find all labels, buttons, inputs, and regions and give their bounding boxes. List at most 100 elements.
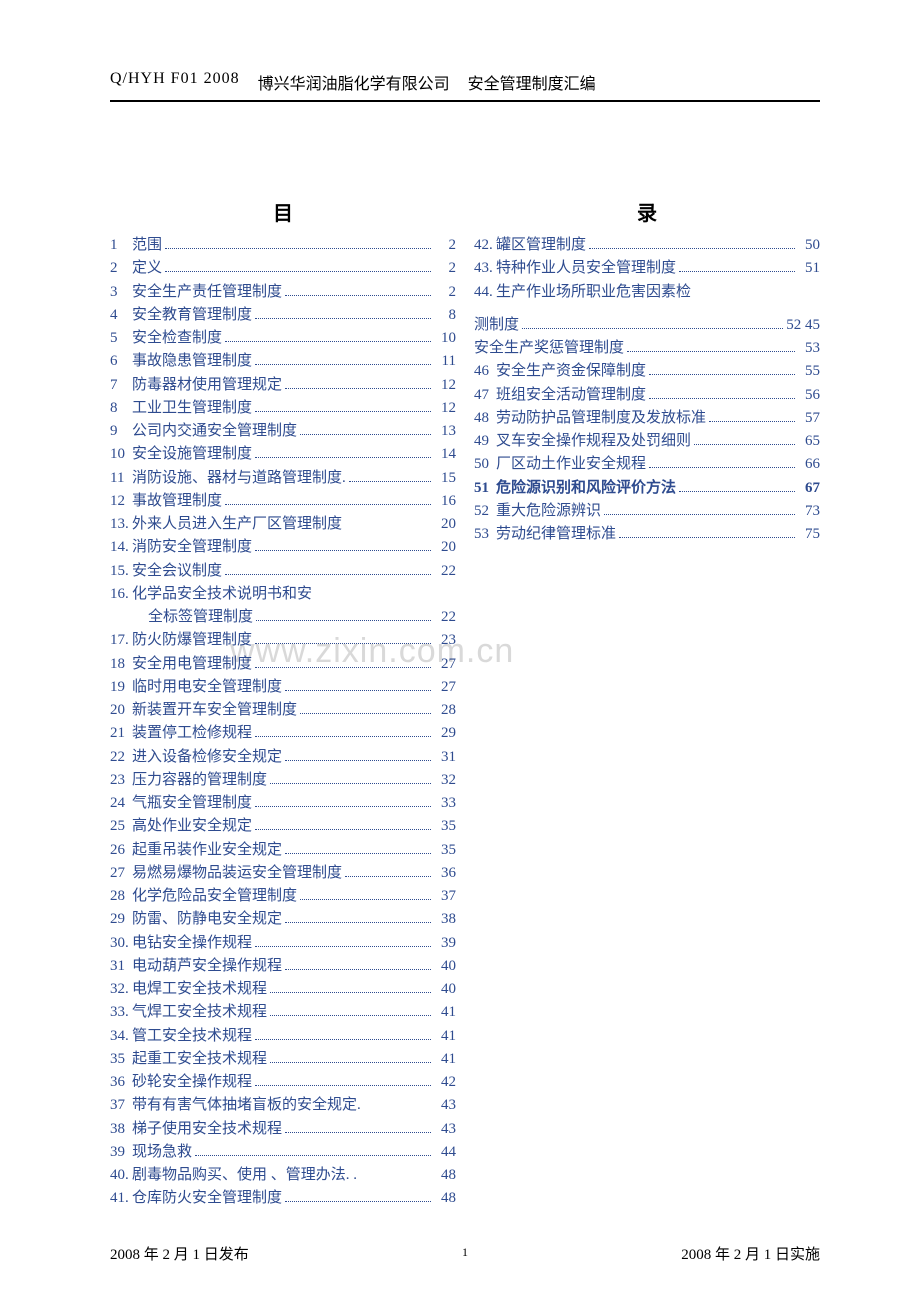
toc-entry[interactable]: 30.电钻安全操作规程39 — [110, 932, 456, 955]
toc-entry[interactable]: 2定义2 — [110, 257, 456, 280]
toc-entry[interactable]: 17. 防火防爆管理制度23 — [110, 629, 456, 652]
toc-entry[interactable]: 12事故管理制度16 — [110, 490, 456, 513]
toc-entry-page: 53 — [798, 337, 820, 360]
toc-leader-dots — [649, 374, 795, 375]
toc-entry[interactable]: 23压力容器的管理制度32 — [110, 769, 456, 792]
toc-leader-dots — [255, 318, 431, 319]
toc-entry[interactable]: 38梯子使用安全技术规程43 — [110, 1118, 456, 1141]
toc-entry-page: 40 — [434, 978, 456, 1001]
toc-entry[interactable]: 16.化学品安全技术说明书和安 — [110, 583, 456, 606]
toc-entry[interactable]: 5安全检查制度10 — [110, 327, 456, 350]
toc-entry-page: 41 — [434, 1025, 456, 1048]
toc-entry[interactable]: 22进入设备检修安全规定31 — [110, 746, 456, 769]
toc-entry[interactable]: 24气瓶安全管理制度33 — [110, 792, 456, 815]
toc-entry[interactable]: 39现场急救44 — [110, 1141, 456, 1164]
toc-leader-dots — [255, 1085, 431, 1086]
toc-entry-number: 43. — [474, 257, 496, 280]
toc-entry[interactable]: 40. 剧毒物品购买、使用 、管理办法. .48 — [110, 1164, 456, 1187]
toc-entry[interactable]: 26起重吊装作业安全规定35 — [110, 839, 456, 862]
toc-entry[interactable]: 37带有有害气体抽堵盲板的安全规定.43 — [110, 1094, 456, 1117]
toc-entry[interactable]: 42.罐区管理制度50 — [474, 234, 820, 257]
toc-entry[interactable]: 50厂区动土作业安全规程66 — [474, 453, 820, 476]
toc-entry[interactable]: 1范围2 — [110, 234, 456, 257]
toc-entry[interactable]: 20新装置开车安全管理制度28 — [110, 699, 456, 722]
toc-entry-title: 消防安全管理制度 — [132, 536, 252, 559]
header-code: Q/HYH F01 2008 — [110, 70, 240, 94]
toc-entry[interactable]: 34.管工安全技术规程41 — [110, 1025, 456, 1048]
toc-entry-title: 全标签管理制度 — [148, 606, 253, 629]
toc-entry-title: 梯子使用安全技术规程 — [132, 1118, 282, 1141]
toc-entry[interactable]: 安全生产奖惩管理制度53 — [474, 337, 820, 360]
toc-entry[interactable]: 3安全生产责任管理制度2 — [110, 281, 456, 304]
toc-entry-number: 40. — [110, 1164, 132, 1187]
toc-entry[interactable]: 测制度52 45 — [474, 314, 820, 337]
toc-entry[interactable]: 49叉车安全操作规程及处罚细则65 — [474, 430, 820, 453]
toc-entry-page: 33 — [434, 792, 456, 815]
toc-leader-dots — [300, 434, 431, 435]
toc-entry[interactable]: 10安全设施管理制度14 — [110, 443, 456, 466]
toc-entry[interactable]: 28化学危险品安全管理制度37 — [110, 885, 456, 908]
toc-entry[interactable]: 32.电焊工安全技术规程40 — [110, 978, 456, 1001]
toc-leader-dots — [255, 411, 431, 412]
toc-entry-title: 危险源识别和风险评价方法 — [496, 477, 676, 500]
toc-entry-page: 27 — [434, 676, 456, 699]
toc-entry[interactable]: 36砂轮安全操作规程42 — [110, 1071, 456, 1094]
toc-entry[interactable]: 15.安全会议制度22 — [110, 560, 456, 583]
toc-entry[interactable]: 11消防设施、器材与道路管理制度.15 — [110, 467, 456, 490]
toc-entry-number: 21 — [110, 722, 132, 745]
toc-leader-dots — [694, 444, 795, 445]
toc-entry-number: 14. — [110, 536, 132, 559]
toc-entry-page: 23 — [434, 629, 456, 652]
toc-entry[interactable]: 18安全用电管理制度27 — [110, 653, 456, 676]
toc-entry[interactable]: 21装置停工检修规程29 — [110, 722, 456, 745]
toc-entry-page: 36 — [434, 862, 456, 885]
toc-entry[interactable]: 44.生产作业场所职业危害因素检 — [474, 281, 820, 304]
toc-entry[interactable]: 31电动葫芦安全操作规程40 — [110, 955, 456, 978]
toc-entry[interactable]: 43.特种作业人员安全管理制度51 — [474, 257, 820, 280]
toc-entry[interactable]: 9公司内交通安全管理制度13 — [110, 420, 456, 443]
toc-entry[interactable]: 8工业卫生管理制度12 — [110, 397, 456, 420]
toc-entry[interactable]: 53劳动纪律管理标准75 — [474, 523, 820, 546]
toc-entry[interactable]: 35起重工安全技术规程41 — [110, 1048, 456, 1071]
toc-entry-page: 2 — [434, 257, 456, 280]
toc-entry[interactable]: 51危险源识别和风险评价方法67 — [474, 477, 820, 500]
toc-leader-dots — [300, 713, 431, 714]
toc-right-list: 42.罐区管理制度5043.特种作业人员安全管理制度5144.生产作业场所职业危… — [474, 234, 820, 546]
toc-entry[interactable]: 7防毒器材使用管理规定12 — [110, 374, 456, 397]
toc-entry[interactable]: 41.仓库防火安全管理制度48 — [110, 1187, 456, 1210]
toc-entry-page: 42 — [434, 1071, 456, 1094]
toc-entry[interactable]: 13. 外来人员进入生产厂区管理制度20 — [110, 513, 456, 536]
toc-entry[interactable]: 33.气焊工安全技术规程41 — [110, 1001, 456, 1024]
toc-entry-title: 新装置开车安全管理制度 — [132, 699, 297, 722]
toc-entry-title: 班组安全活动管理制度 — [496, 384, 646, 407]
toc-entry[interactable]: 6事故隐患管理制度11 — [110, 350, 456, 373]
toc-leader-dots — [255, 1039, 431, 1040]
toc-entry-number: 11 — [110, 467, 132, 490]
toc-entry-title: 生产作业场所职业危害因素检 — [496, 281, 691, 304]
toc-entry-number: 50 — [474, 453, 496, 476]
toc-entry-page: 67 — [798, 477, 820, 500]
toc-entry-title: 砂轮安全操作规程 — [132, 1071, 252, 1094]
toc-leader-dots — [285, 1132, 431, 1133]
toc-entry[interactable]: 52重大危险源辨识73 — [474, 500, 820, 523]
toc-entry[interactable]: 48劳动防护品管理制度及发放标准57 — [474, 407, 820, 430]
toc-entry-page: 29 — [434, 722, 456, 745]
toc-entry[interactable]: 27易燃易爆物品装运安全管理制度36 — [110, 862, 456, 885]
toc-leader-dots — [679, 271, 795, 272]
toc-leader-dots — [165, 271, 431, 272]
toc-entry[interactable]: 19临时用电安全管理制度27 — [110, 676, 456, 699]
toc-entry-number: 7 — [110, 374, 132, 397]
toc-entry[interactable]: 29防雷、防静电安全规定38 — [110, 908, 456, 931]
toc-entry[interactable]: 47班组安全活动管理制度56 — [474, 384, 820, 407]
toc-entry[interactable]: 25高处作业安全规定35 — [110, 815, 456, 838]
toc-entry[interactable]: 14.消防安全管理制度20 — [110, 536, 456, 559]
toc-leader-dots — [649, 398, 795, 399]
toc-entry-page: 27 — [434, 653, 456, 676]
toc-leader-dots — [679, 491, 795, 492]
toc-entry[interactable]: 4安全教育管理制度8 — [110, 304, 456, 327]
toc-leader-dots — [165, 248, 431, 249]
toc-leader-dots — [285, 853, 431, 854]
toc-entry-title: 事故管理制度 — [132, 490, 222, 513]
toc-entry[interactable]: 全标签管理制度22 — [110, 606, 456, 629]
toc-entry[interactable]: 46安全生产资金保障制度55 — [474, 360, 820, 383]
